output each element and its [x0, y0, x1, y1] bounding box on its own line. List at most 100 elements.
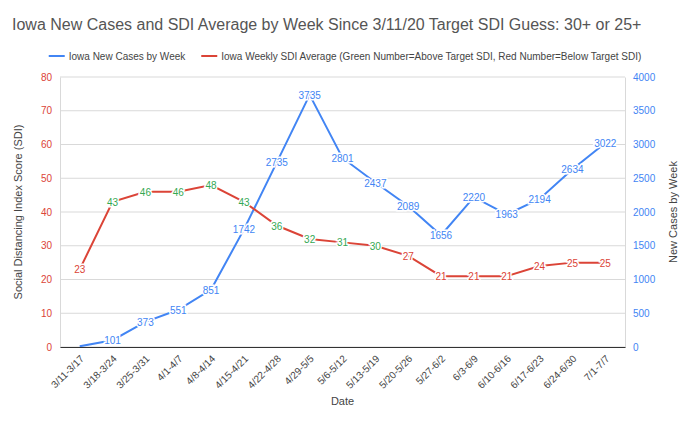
x-tick-label: 4/29-5/5: [282, 353, 316, 387]
y-tick: 40: [41, 207, 60, 218]
y-tick-label: 70: [41, 105, 53, 116]
data-label: 21: [501, 271, 513, 282]
data-label: 373: [137, 317, 154, 328]
data-label: 24: [534, 261, 546, 272]
y-axis-title: Social Distancing Index Score (SDI): [12, 125, 24, 300]
y-tick: 0: [46, 342, 60, 353]
y-axis: 01020304050607080: [41, 72, 61, 353]
data-label: 2437: [364, 178, 387, 189]
x-tick: 5/13-5/19: [344, 347, 382, 391]
y-tick: 50: [41, 173, 60, 184]
chart: Iowa New Cases and SDI Average by Week S…: [0, 0, 690, 426]
data-label: 21: [435, 271, 447, 282]
legend-swatch: [49, 55, 65, 57]
x-tick-label: 5/13-5/19: [344, 353, 382, 391]
grid-line: [60, 77, 625, 78]
data-label: 2089: [397, 201, 420, 212]
grid-line: [60, 279, 625, 280]
y2-tick-label: 3500: [633, 105, 656, 116]
y2-tick-label: 2000: [633, 207, 656, 218]
x-tick-label: 3/11-3/17: [49, 353, 86, 390]
y2-axis: 05001000150020002500300035004000: [625, 72, 656, 353]
x-axis: 3/11-3/173/18-3/243/25-3/314/1-4/74/8-4/…: [49, 347, 626, 391]
data-label: 46: [173, 187, 185, 198]
x-tick: 4/15-4/21: [213, 347, 251, 391]
x-tick: 3/18-3/24: [81, 347, 119, 391]
x-tick-label: 6/10-6/16: [475, 353, 513, 391]
data-label: 1963: [496, 209, 519, 220]
x-axis-title: Date: [331, 395, 354, 407]
y2-tick-label: 2500: [633, 173, 656, 184]
y-tick: 70: [41, 105, 60, 116]
series-line: [80, 95, 606, 346]
y-tick: 20: [41, 274, 60, 285]
data-label: 27: [403, 251, 415, 262]
data-label: 551: [170, 305, 187, 316]
y2-tick-label: 4000: [633, 72, 656, 83]
x-tick-label: 3/18-3/24: [81, 353, 119, 391]
y2-tick-label: 1000: [633, 274, 656, 285]
x-tick: 6/3-6/9: [450, 347, 480, 383]
legend-item: Iowa Weekly SDI Average (Green Number=Ab…: [201, 51, 641, 62]
x-tick: 6/24-6/30: [541, 347, 579, 391]
grid: [60, 77, 625, 347]
x-tick: 5/27-6/2: [414, 347, 448, 387]
x-tick-label: 6/17-6/23: [508, 353, 546, 391]
data-label: 46: [140, 187, 152, 198]
y-tick-label: 10: [41, 308, 53, 319]
grid-line: [60, 144, 625, 145]
x-tick-label: 4/22-4/28: [245, 353, 283, 391]
y-tick: 10: [41, 308, 60, 319]
y-tick: 60: [41, 139, 60, 150]
data-label: 43: [238, 197, 250, 208]
x-tick-label: 4/1-4/7: [155, 353, 185, 383]
data-label: 23: [74, 264, 86, 275]
data-label: 2220: [463, 192, 486, 203]
y2-axis-line: [625, 78, 626, 348]
data-label: 3022: [594, 138, 617, 149]
y-axis-line: [60, 78, 61, 348]
y2-tick: 2000: [625, 207, 656, 218]
data-label: 31: [337, 237, 349, 248]
y2-tick-label: 0: [633, 342, 639, 353]
data-label: 43: [107, 197, 119, 208]
y-tick-label: 50: [41, 173, 53, 184]
x-tick-label: 7/1-7/7: [582, 353, 612, 383]
data-label: 3735: [299, 90, 322, 101]
y2-tick-label: 1500: [633, 240, 656, 251]
title: Iowa New Cases and SDI Average by Week S…: [12, 16, 641, 33]
data-label: 1742: [233, 224, 256, 235]
y2-tick: 0: [625, 342, 639, 353]
data-label: 36: [271, 221, 283, 232]
data-label: 2634: [561, 164, 584, 175]
y-tick-label: 40: [41, 207, 53, 218]
data-label: 2735: [266, 157, 289, 168]
data-label: 25: [600, 258, 612, 269]
y-tick-label: 20: [41, 274, 53, 285]
legend-label: Iowa Weekly SDI Average (Green Number=Ab…: [221, 51, 641, 62]
x-tick: 6/17-6/23: [508, 347, 546, 391]
y2-axis-title: New Cases by Week: [667, 161, 679, 263]
legend-label: Iowa New Cases by Week: [69, 51, 187, 62]
legend-item: Iowa New Cases by Week: [49, 51, 187, 62]
x-tick-label: 6/24-6/30: [541, 353, 579, 391]
data-label: 851: [203, 285, 220, 296]
data-label: 48: [206, 180, 218, 191]
legend-swatch: [201, 55, 217, 57]
x-tick: 5/20-5/26: [377, 347, 415, 391]
x-tick: 6/10-6/16: [475, 347, 513, 391]
y2-tick: 2500: [625, 173, 656, 184]
x-axis-line: [61, 347, 626, 348]
x-tick: 4/22-4/28: [245, 347, 283, 391]
data-label: 2801: [331, 153, 354, 164]
legend: Iowa New Cases by Week Iowa Weekly SDI Av…: [49, 51, 642, 62]
data-labels: 1013735518511742273537352801243720891656…: [74, 90, 617, 346]
y2-tick: 1500: [625, 240, 656, 251]
grid-line: [60, 212, 625, 213]
y2-tick: 1000: [625, 274, 656, 285]
x-tick-label: 5/20-5/26: [377, 353, 415, 391]
y2-tick-label: 3000: [633, 139, 656, 150]
x-tick: 7/1-7/7: [582, 347, 612, 383]
x-tick: 5/6-5/12: [315, 347, 349, 387]
grid-line: [60, 347, 625, 348]
